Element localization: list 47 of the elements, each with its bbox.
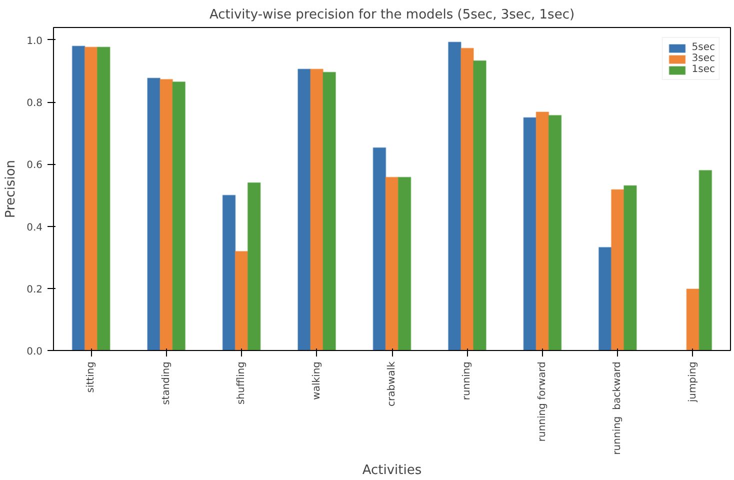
y-tick-label: 0.2: [26, 284, 43, 296]
bar: [448, 42, 462, 350]
bar: [385, 176, 399, 350]
x-tick-label: running backward: [612, 361, 624, 455]
bar: [698, 170, 712, 350]
legend-label: 5sec: [692, 42, 715, 53]
bar: [84, 46, 98, 350]
y-tick-label: 0.6: [26, 160, 43, 172]
bar: [686, 288, 700, 350]
x-tick-label: walking: [311, 361, 322, 400]
chart-title: Activity-wise precision for the models (5sec, 3sec, 1sec): [209, 8, 575, 22]
y-axis-title: Precision: [4, 160, 19, 218]
bar: [147, 78, 161, 350]
bar: [623, 185, 637, 350]
bar: [398, 176, 412, 350]
bar: [472, 60, 487, 350]
bar: [460, 48, 474, 350]
bar: [598, 246, 612, 350]
x-tick-label: standing: [160, 361, 172, 405]
bar: [96, 46, 110, 350]
x-tick-label: shuffling: [236, 361, 248, 405]
bar: [372, 147, 386, 350]
x-tick-label: sitting: [86, 361, 97, 393]
bar: [247, 182, 261, 350]
y-tick-label: 1.0: [26, 36, 43, 47]
bar: [172, 81, 186, 350]
bar: [610, 189, 624, 350]
x-tick-label: running: [462, 361, 473, 400]
bar: [234, 250, 248, 350]
x-axis-title: Activities: [362, 462, 422, 478]
y-tick-label: 0.0: [26, 346, 43, 358]
y-tick-label: 0.8: [26, 98, 43, 110]
bar: [160, 78, 174, 350]
bar: [322, 72, 336, 350]
y-tick-label: 0.4: [26, 222, 43, 234]
bar: [536, 111, 550, 350]
x-tick-label: crabwalk: [386, 361, 398, 406]
x-tick-label: jumping: [687, 361, 698, 404]
bar: [548, 114, 562, 350]
x-tick-label: running forward: [536, 362, 548, 442]
bar: [310, 68, 324, 350]
bar: [523, 117, 537, 350]
bar: [222, 194, 236, 350]
legend-label: 1sec: [692, 64, 715, 75]
legend-label: 3sec: [692, 53, 715, 64]
bar: [297, 68, 312, 350]
bar: [72, 46, 86, 350]
